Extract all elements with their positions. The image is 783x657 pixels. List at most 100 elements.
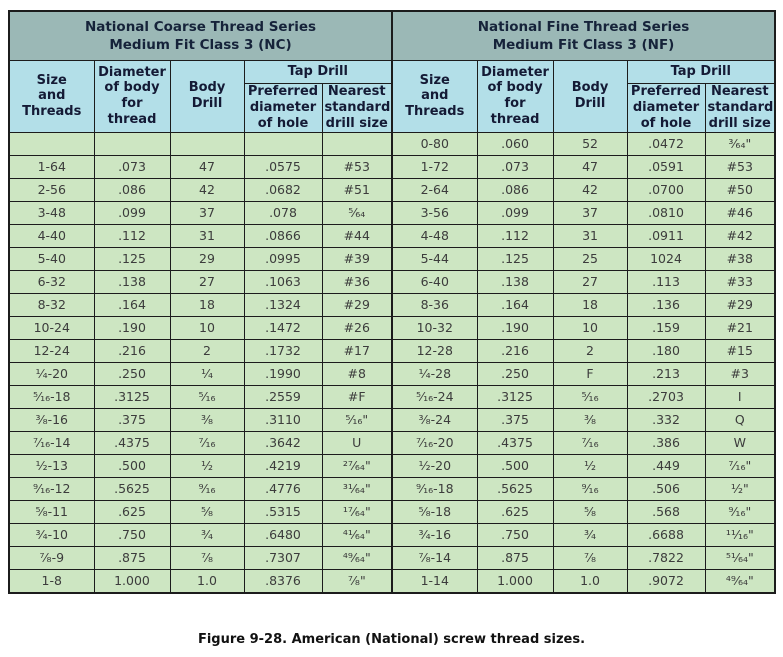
table-cell: .112 bbox=[93, 223, 171, 248]
table-cell: .180 bbox=[626, 338, 706, 363]
nc-size-header: Size and Threads bbox=[8, 60, 95, 133]
table-cell: .7307 bbox=[243, 545, 323, 570]
table-cell: 25 bbox=[552, 246, 628, 271]
table-cell: 1.000 bbox=[476, 568, 554, 594]
table-cell: 52 bbox=[552, 131, 628, 156]
table-cell: .4776 bbox=[243, 476, 323, 501]
table-row: 10-24.190 10.1472 #26 10-32.190 10.159 #21 bbox=[8, 315, 776, 340]
table-cell: .159 bbox=[626, 315, 706, 340]
table-cell: .0995 bbox=[243, 246, 323, 271]
table-cell: ⁵¹⁄₆₄" bbox=[704, 545, 776, 570]
table-cell: .216 bbox=[93, 338, 171, 363]
table-cell: F bbox=[552, 361, 628, 386]
table-cell: ¹⁷⁄₆₄" bbox=[321, 499, 393, 524]
table-cell: #29 bbox=[704, 292, 776, 317]
table-cell: .1472 bbox=[243, 315, 323, 340]
table-cell: .0575 bbox=[243, 154, 323, 179]
table-cell: ⁴⁹⁄₆₄" bbox=[321, 545, 393, 570]
table-cell: ⁷⁄₁₆ bbox=[169, 430, 245, 455]
table-cell: .3110 bbox=[243, 407, 323, 432]
table-cell: ⁷⁄₈-9 bbox=[8, 545, 95, 570]
table-cell: ³⁄₄-10 bbox=[8, 522, 95, 547]
table-cell: ⁷⁄₁₆-14 bbox=[8, 430, 95, 455]
table-cell: .5625 bbox=[93, 476, 171, 501]
table-cell: ¹⁄₄-20 bbox=[8, 361, 95, 386]
table-cell: #44 bbox=[321, 223, 393, 248]
figure-caption: Figure 9-28. American (National) screw t… bbox=[197, 632, 586, 647]
table-cell: ³¹⁄₆₄" bbox=[321, 476, 393, 501]
table-cell: .1990 bbox=[243, 361, 323, 386]
table-cell: #29 bbox=[321, 292, 393, 317]
table-cell: ⁵⁄₈ bbox=[552, 499, 628, 524]
table-cell: #53 bbox=[704, 154, 776, 179]
table-row: ⁷⁄₁₆-14.4375 ⁷⁄₁₆ .3642 U ⁷⁄₁₆-20.4375 ⁷⁄₁₆ .3… bbox=[8, 430, 776, 455]
table-row: ³⁄₈-16.375 ³⁄₈ .3110 ⁵⁄₁₆" ³⁄₈-24.375 ³⁄₈ .332… bbox=[8, 407, 776, 432]
table-row: 1-8 1.000 1.0.8376 ⁷⁄₈" 1-14 1.000 1.0.9072 ⁴⁹⁄… bbox=[8, 568, 776, 594]
table-row: ³⁄₄-10.750 ³⁄₄ .6480 ⁴¹⁄₆₄" ³⁄₄-16.750 ³⁄₄ .66… bbox=[8, 522, 776, 547]
table-cell: ⁵⁄₈ bbox=[169, 499, 245, 524]
table-cell: .099 bbox=[476, 200, 554, 225]
table-cell: .6688 bbox=[626, 522, 706, 547]
table-cell: .136 bbox=[626, 292, 706, 317]
nc-preferred-diameter-header: Preferred diameter of hole bbox=[243, 83, 323, 133]
table-cell: .190 bbox=[476, 315, 554, 340]
table-cell: 3-56 bbox=[391, 200, 478, 225]
table-cell: .750 bbox=[476, 522, 554, 547]
table-cell: .0591 bbox=[626, 154, 706, 179]
table-cell: 0-80 bbox=[391, 131, 478, 156]
table-cell: ¹⁄₂" bbox=[704, 476, 776, 501]
table-cell: .875 bbox=[476, 545, 554, 570]
table-cell: .078 bbox=[243, 200, 323, 225]
table-row: 3-48.099 37.078 ⁵⁄₆₄ 3-56.099 37.0810 #46 bbox=[8, 200, 776, 225]
table-row: 6-32.138 27.1063 #36 6-40.138 27.113 #33 bbox=[8, 269, 776, 294]
nc-diameter-header: Diameter of body for thread bbox=[93, 60, 171, 133]
table-header: National Coarse Thread Series Medium Fit… bbox=[8, 10, 776, 133]
table-cell: 1.000 bbox=[93, 568, 171, 594]
table-row: ⁵⁄₈-11.625 ⁵⁄₈ .5315 ¹⁷⁄₆₄" ⁵⁄₈-18.625 ⁵⁄₈ .56… bbox=[8, 499, 776, 524]
table-cell: .449 bbox=[626, 453, 706, 478]
table-row: 2-56.086 42.0682 #51 2-64.086 42.0700 #50 bbox=[8, 177, 776, 202]
table-cell: .112 bbox=[476, 223, 554, 248]
table-cell: ⁵⁄₁₆-18 bbox=[8, 384, 95, 409]
table-cell: .073 bbox=[93, 154, 171, 179]
table-cell: ⁵⁄₆₄ bbox=[321, 200, 393, 225]
table-cell: 10-32 bbox=[391, 315, 478, 340]
table-cell: 10-24 bbox=[8, 315, 95, 340]
table-cell: 18 bbox=[169, 292, 245, 317]
table-cell: 31 bbox=[169, 223, 245, 248]
table-cell: .1063 bbox=[243, 269, 323, 294]
table-cell: .7822 bbox=[626, 545, 706, 570]
table-cell: 31 bbox=[552, 223, 628, 248]
table-cell: 8-36 bbox=[391, 292, 478, 317]
table-cell: .060 bbox=[476, 131, 554, 156]
table-cell: ⁹⁄₁₆-12 bbox=[8, 476, 95, 501]
nf-body-drill-header: Body Drill bbox=[552, 60, 628, 133]
table-cell: .125 bbox=[476, 246, 554, 271]
table-cell: 27 bbox=[552, 269, 628, 294]
table-cell: 3-48 bbox=[8, 200, 95, 225]
table-cell: .9072 bbox=[626, 568, 706, 594]
table-cell: ²⁷⁄₆₄" bbox=[321, 453, 393, 478]
table-cell: ³⁄₈ bbox=[552, 407, 628, 432]
table-cell: .164 bbox=[93, 292, 171, 317]
table-cell: .500 bbox=[476, 453, 554, 478]
table-cell: 42 bbox=[552, 177, 628, 202]
table-cell: 2-64 bbox=[391, 177, 478, 202]
table-cell bbox=[243, 131, 323, 156]
table-cell: .1324 bbox=[243, 292, 323, 317]
table-cell: ³⁄₆₄" bbox=[704, 131, 776, 156]
table-cell: 12-28 bbox=[391, 338, 478, 363]
table-cell: .190 bbox=[93, 315, 171, 340]
table-cell: .8376 bbox=[243, 568, 323, 594]
table-cell: ¹⁄₂ bbox=[169, 453, 245, 478]
table-cell: ¹⁄₂-20 bbox=[391, 453, 478, 478]
table-cell: 1.0 bbox=[552, 568, 628, 594]
table-cell: 6-40 bbox=[391, 269, 478, 294]
table-cell: ⁵⁄₁₆-24 bbox=[391, 384, 478, 409]
table-cell: 2 bbox=[169, 338, 245, 363]
thread-size-table: National Coarse Thread Series Medium Fit… bbox=[8, 10, 777, 594]
table-cell: .125 bbox=[93, 246, 171, 271]
table-cell: .086 bbox=[476, 177, 554, 202]
nc-nearest-standard-header: Nearest standard drill size bbox=[321, 83, 393, 133]
